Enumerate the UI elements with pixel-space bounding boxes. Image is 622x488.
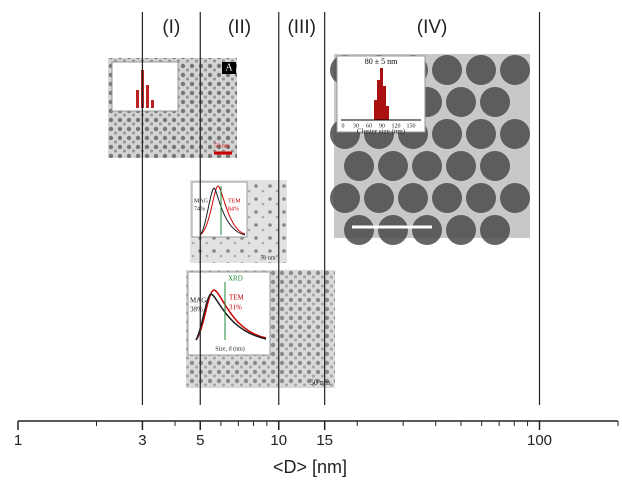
panel-text: 74%	[194, 206, 205, 212]
label-box	[222, 62, 236, 74]
panel-text: TEM	[229, 294, 245, 302]
cluster	[398, 183, 428, 213]
panel-text: TEM	[228, 198, 241, 204]
cluster	[480, 215, 510, 245]
clusters	[330, 55, 530, 245]
curve	[195, 293, 267, 341]
panel-text: XRD	[228, 275, 243, 283]
panels	[108, 54, 530, 388]
x-tick-label: 10	[270, 432, 287, 449]
inset	[111, 61, 179, 112]
cluster	[466, 183, 496, 213]
cluster	[378, 215, 408, 245]
cluster	[378, 151, 408, 181]
cluster	[446, 87, 476, 117]
panel-text: 150	[407, 123, 416, 129]
cluster	[344, 215, 374, 245]
panel-text: A	[225, 62, 233, 73]
cluster	[446, 151, 476, 181]
panel-text: MAG	[190, 297, 206, 305]
region-label: (III)	[287, 17, 316, 38]
cluster	[500, 183, 530, 213]
panel-text: 80 ± 5 nm	[365, 57, 398, 66]
panel-text: 0	[342, 123, 345, 129]
region-label: (I)	[162, 17, 180, 38]
curve	[199, 185, 246, 236]
panel-text: 90	[379, 123, 385, 129]
inset	[191, 181, 248, 238]
cluster	[480, 151, 510, 181]
panel-text: 60	[366, 123, 372, 129]
panel-text: 50 nm	[310, 378, 331, 387]
cluster	[364, 183, 394, 213]
x-tick-label: 100	[527, 432, 552, 449]
panel-text: Size, d (nm)	[215, 345, 245, 352]
inset	[187, 271, 271, 356]
cluster	[432, 55, 462, 85]
curve	[199, 187, 246, 236]
panel-text: 50 nm	[214, 143, 230, 149]
cluster	[500, 119, 530, 149]
x-tick-label: 1	[14, 432, 22, 449]
histogram	[374, 68, 389, 120]
curve	[195, 289, 267, 341]
cluster	[480, 87, 510, 117]
panel-text: 31%	[229, 304, 242, 312]
x-tick-label: 3	[138, 432, 146, 449]
panel-text: 84%	[228, 206, 239, 212]
x-axis-title: <D> [nm]	[273, 457, 347, 477]
cluster	[432, 183, 462, 213]
panel-text: 120	[392, 123, 401, 129]
panel-text: 38%	[190, 306, 203, 314]
cluster	[412, 215, 442, 245]
region-label: (IV)	[417, 17, 448, 38]
region-label: (II)	[228, 17, 251, 38]
cluster	[330, 183, 360, 213]
panel-text: 50 nm	[260, 255, 276, 261]
cluster	[344, 151, 374, 181]
cluster	[446, 215, 476, 245]
cluster	[412, 151, 442, 181]
x-tick-label: 5	[196, 432, 204, 449]
panel-text: MAG	[194, 198, 209, 204]
cluster	[432, 119, 462, 149]
cluster	[466, 119, 496, 149]
panel-text: 30	[353, 123, 359, 129]
panel-text: Cluster size (nm)	[357, 128, 406, 136]
cluster	[500, 55, 530, 85]
x-tick-label: 15	[316, 432, 333, 449]
cluster	[466, 55, 496, 85]
